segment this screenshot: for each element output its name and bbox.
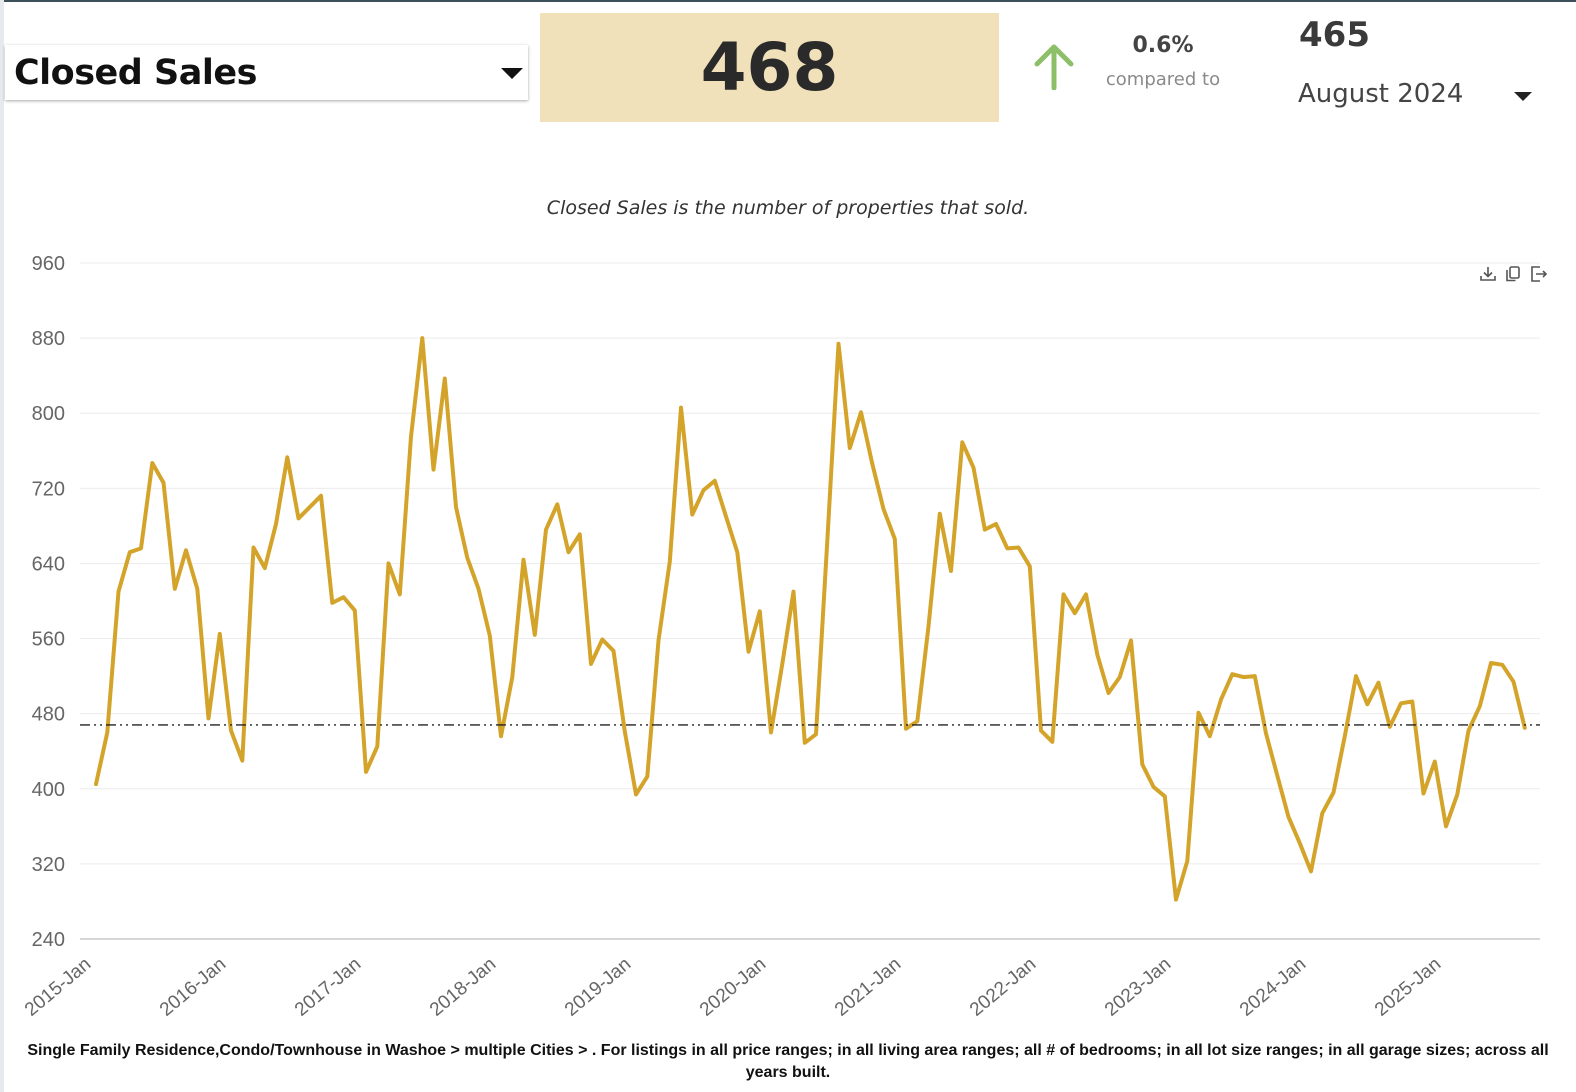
x-tick-label: 2025-Jan: [1371, 954, 1445, 1021]
comparison-period-dropdown[interactable]: August 2024: [1290, 74, 1545, 116]
x-tick-label: 2022-Jan: [966, 954, 1040, 1021]
arrow-up-icon: [1034, 44, 1074, 90]
y-tick-label: 800: [32, 403, 65, 425]
y-tick-label: 960: [32, 253, 65, 275]
export-icon[interactable]: [1528, 264, 1548, 284]
comparison-value: 465: [1299, 15, 1370, 55]
y-tick-label: 320: [32, 854, 65, 876]
x-tick-label: 2019-Jan: [561, 954, 635, 1021]
y-tick-label: 240: [32, 929, 65, 951]
copy-icon[interactable]: [1503, 264, 1523, 284]
chevron-down-icon: [501, 68, 523, 79]
y-tick-label: 400: [32, 779, 65, 801]
chart-description: Closed Sales is the number of properties…: [546, 197, 1030, 219]
closed-sales-series-line: [94, 336, 1527, 902]
x-tick-label: 2023-Jan: [1101, 954, 1175, 1021]
x-tick-label: 2016-Jan: [156, 954, 230, 1021]
current-value: 468: [700, 29, 839, 106]
y-tick-label: 880: [32, 328, 65, 350]
x-tick-label: 2017-Jan: [291, 954, 365, 1021]
current-value-card: 468: [540, 13, 999, 122]
left-border: [0, 0, 4, 1092]
x-tick-label: 2018-Jan: [426, 954, 500, 1021]
y-tick-label: 480: [32, 704, 65, 726]
y-tick-label: 640: [32, 553, 65, 575]
x-tick-label: 2020-Jan: [696, 954, 770, 1021]
y-tick-label: 720: [32, 478, 65, 500]
metric-dropdown-label: Closed Sales: [14, 53, 257, 93]
footer-note: Single Family Residence,Condo/Townhouse …: [27, 1042, 1549, 1081]
top-border: [0, 0, 1576, 2]
change-percent: 0.6%: [1132, 33, 1194, 58]
compared-to-label: compared to: [1105, 69, 1221, 90]
download-icon[interactable]: [1478, 264, 1498, 284]
x-tick-label: 2024-Jan: [1236, 954, 1310, 1021]
x-tick-label: 2015-Jan: [21, 954, 95, 1021]
x-tick-label: 2021-Jan: [831, 954, 905, 1021]
chevron-down-icon: [1514, 92, 1532, 101]
closed-sales-chart: 240 320 400 480 560 640 720 800 880 960 2015-Jan 2…: [21, 253, 1540, 1021]
metric-dropdown[interactable]: Closed Sales: [5, 45, 528, 100]
comparison-period-label: August 2024: [1298, 79, 1464, 109]
y-tick-label: 560: [32, 629, 65, 651]
